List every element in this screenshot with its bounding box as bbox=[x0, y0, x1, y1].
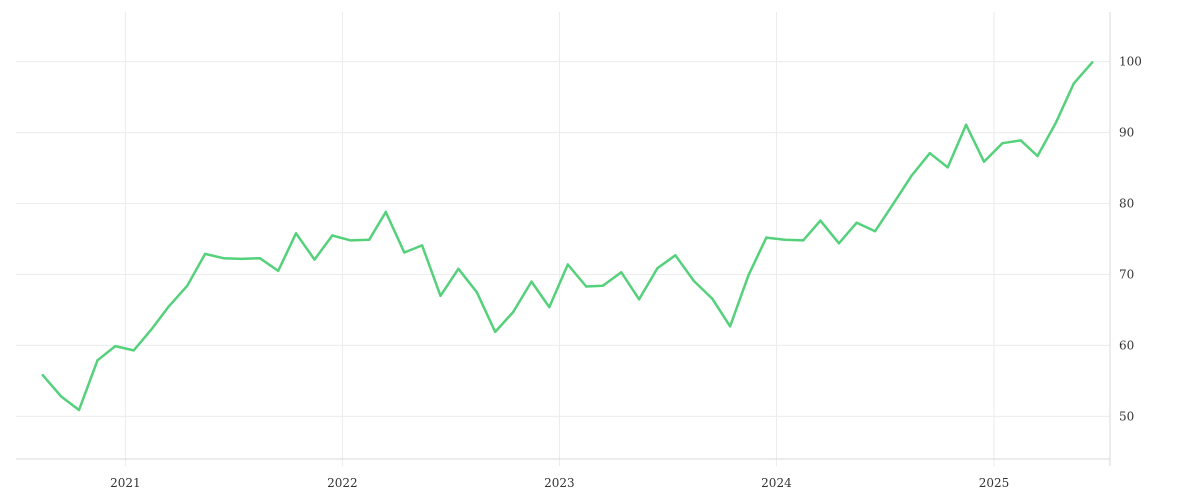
data-point-2023-02 bbox=[585, 285, 588, 288]
data-point-2021-06 bbox=[222, 257, 225, 260]
y-tick-label-100: 100 bbox=[1119, 55, 1142, 69]
data-point-2020-09 bbox=[60, 395, 63, 398]
data-point-2025-04 bbox=[1054, 121, 1058, 124]
y-gridlines bbox=[16, 61, 1110, 417]
series-layer bbox=[41, 61, 1094, 412]
x-tick-label-2022: 2022 bbox=[327, 476, 358, 490]
data-point-2024-07 bbox=[891, 203, 895, 206]
data-point-2020-10 bbox=[77, 408, 81, 412]
x-tick-label-2025: 2025 bbox=[979, 476, 1010, 490]
series-line-0 bbox=[41, 61, 1094, 412]
data-point-2022-04 bbox=[403, 251, 406, 254]
data-point-2021-12 bbox=[331, 234, 334, 237]
data-point-2021-04 bbox=[186, 284, 189, 287]
data-point-2024-05 bbox=[855, 221, 858, 224]
data-point-2022-02 bbox=[368, 238, 371, 241]
data-point-2023-07 bbox=[674, 254, 677, 257]
data-point-2021-02 bbox=[151, 327, 154, 330]
data-point-2023-01 bbox=[566, 263, 569, 266]
data-point-2023-05 bbox=[637, 298, 641, 301]
data-point-2022-05 bbox=[420, 244, 424, 247]
x-tick-labels: 2021 2022 2023 2024 2025 bbox=[110, 476, 1009, 490]
data-point-2022-03 bbox=[384, 210, 387, 214]
data-point-2024-06 bbox=[873, 230, 877, 233]
data-point-2023-04 bbox=[620, 271, 623, 274]
data-point-2020-11 bbox=[96, 359, 99, 362]
data-point-2021-11 bbox=[313, 258, 316, 261]
data-point-2024-12 bbox=[982, 160, 986, 163]
data-point-2023-06 bbox=[656, 266, 659, 270]
data-point-2024-09 bbox=[928, 152, 931, 155]
data-point-2024-11 bbox=[964, 123, 968, 127]
data-point-2022-07 bbox=[457, 267, 460, 270]
data-point-2021-07 bbox=[240, 257, 243, 261]
data-point-2020-08 bbox=[41, 374, 44, 377]
data-point-2020-12 bbox=[114, 344, 117, 348]
data-point-2022-08 bbox=[475, 291, 478, 294]
x-tick-label-2024: 2024 bbox=[761, 476, 792, 490]
data-point-2024-10 bbox=[946, 166, 949, 169]
data-point-2025-02 bbox=[1019, 139, 1022, 142]
data-point-2025-05 bbox=[1072, 82, 1075, 85]
x-gridlines bbox=[124, 12, 995, 466]
data-point-2021-05 bbox=[203, 252, 207, 256]
y-tick-labels: 50 60 70 80 90 100 bbox=[1119, 55, 1142, 424]
data-point-2025-03 bbox=[1036, 154, 1039, 158]
data-point-2021-09 bbox=[277, 269, 280, 273]
data-point-2021-08 bbox=[258, 257, 261, 260]
data-point-2023-11 bbox=[747, 274, 750, 277]
data-point-2025-01 bbox=[1001, 142, 1004, 145]
data-point-2023-03 bbox=[601, 284, 604, 287]
data-point-2021-03 bbox=[167, 305, 170, 308]
data-point-2022-01 bbox=[349, 239, 352, 242]
data-point-2024-03 bbox=[819, 219, 822, 222]
data-point-2023-09 bbox=[711, 297, 714, 300]
data-point-2024-01 bbox=[783, 238, 786, 241]
y-tick-label-80: 80 bbox=[1119, 197, 1134, 211]
y-tick-label-60: 60 bbox=[1119, 338, 1134, 352]
data-point-2021-01 bbox=[132, 349, 135, 352]
data-point-2022-09 bbox=[494, 330, 497, 334]
data-point-2022-06 bbox=[439, 294, 442, 297]
data-point-2024-02 bbox=[802, 239, 805, 242]
y-tick-label-70: 70 bbox=[1119, 267, 1134, 281]
data-point-2022-12 bbox=[548, 305, 551, 309]
y-tick-label-90: 90 bbox=[1119, 126, 1134, 140]
data-point-2022-11 bbox=[530, 280, 533, 283]
data-point-2024-04 bbox=[837, 242, 841, 245]
data-point-2023-12 bbox=[765, 236, 768, 239]
data-point-2021-10 bbox=[294, 232, 298, 235]
x-tick-label-2021: 2021 bbox=[110, 476, 141, 490]
data-point-2025-06 bbox=[1091, 61, 1094, 64]
x-tick-label-2023: 2023 bbox=[544, 476, 575, 490]
y-tick-label-50: 50 bbox=[1119, 409, 1134, 423]
data-point-2023-10 bbox=[728, 325, 732, 328]
data-point-2024-08 bbox=[910, 174, 913, 178]
data-point-2023-08 bbox=[692, 279, 695, 283]
data-point-2022-10 bbox=[511, 310, 515, 314]
